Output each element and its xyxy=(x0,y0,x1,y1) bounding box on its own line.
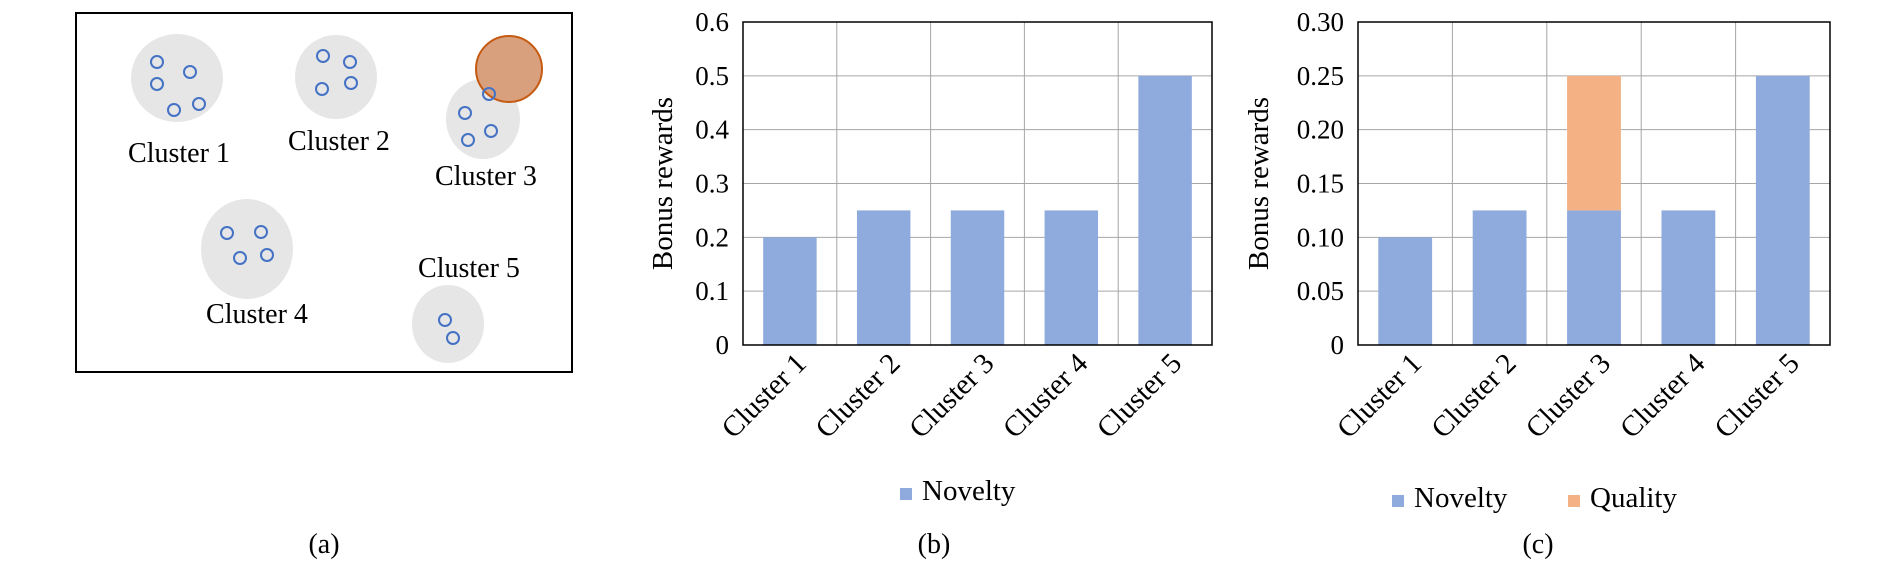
cluster-3-point xyxy=(482,87,496,101)
x-tick-label: Cluster 5 xyxy=(1709,347,1806,444)
cluster-5-point xyxy=(446,331,460,345)
cluster-1-point xyxy=(167,103,181,117)
cluster-1-point xyxy=(192,97,206,111)
cluster-2-point xyxy=(343,55,357,69)
y-tick-label: 0.15 xyxy=(1297,169,1344,199)
legend-label-quality: Quality xyxy=(1590,482,1677,514)
bar-novelty-1 xyxy=(763,237,817,345)
cluster-2-point xyxy=(316,49,330,63)
cluster-3-point xyxy=(461,133,475,147)
x-tick-label: Cluster 2 xyxy=(809,347,906,444)
bar-novelty-3 xyxy=(950,210,1005,345)
cluster-4-label: Cluster 4 xyxy=(206,299,308,330)
bar-quality-3 xyxy=(1567,75,1621,211)
cluster-diagram: Cluster 1 Cluster 2 Cluster 3 Cluster 4 … xyxy=(75,12,573,560)
plot-frame xyxy=(1357,21,1831,346)
cluster-4-point xyxy=(254,225,268,239)
bar-novelty-2 xyxy=(1472,210,1527,345)
cluster-4-point xyxy=(260,248,274,262)
panel-caption: (b) xyxy=(918,529,951,560)
cluster-3-point xyxy=(458,106,472,120)
panel-a-caption: (a) xyxy=(308,529,339,560)
x-tick-label: Cluster 4 xyxy=(1614,347,1712,445)
cluster-3-label: Cluster 3 xyxy=(435,161,537,192)
cluster-4-point xyxy=(220,226,234,240)
y-tick-label: 0.6 xyxy=(695,7,729,37)
plot-frame xyxy=(742,21,1213,346)
cluster-2-blob xyxy=(295,35,377,119)
cluster-3-point xyxy=(484,124,498,138)
legend-label-novelty: Novelty xyxy=(1414,482,1508,514)
legend-swatch-novelty xyxy=(900,488,912,500)
legend-label-novelty: Novelty xyxy=(922,475,1016,507)
y-tick-label: 0.10 xyxy=(1297,222,1344,252)
y-tick-label: 0.3 xyxy=(695,169,729,199)
x-tick-label: Cluster 3 xyxy=(1520,347,1617,444)
diagram-frame xyxy=(75,12,573,373)
y-axis-title: Bonus rewards xyxy=(1243,97,1275,270)
cluster-2-point xyxy=(315,82,329,96)
y-tick-label: 0.1 xyxy=(695,276,729,306)
x-tick-label: Cluster 4 xyxy=(997,347,1095,445)
bar-novelty-4 xyxy=(1661,210,1716,345)
y-tick-label: 0.2 xyxy=(695,222,729,252)
cluster-5-point xyxy=(438,313,452,327)
highlight-marker xyxy=(475,35,543,103)
cluster-5-blob xyxy=(412,285,484,363)
cluster-1-point xyxy=(150,77,164,91)
cluster-1-label: Cluster 1 xyxy=(128,138,230,169)
bar-novelty-5 xyxy=(1755,75,1810,345)
y-tick-label: 0.30 xyxy=(1297,7,1344,37)
cluster-4-blob xyxy=(201,199,293,299)
panel-caption: (c) xyxy=(1522,529,1553,560)
y-tick-label: 0 xyxy=(716,330,730,360)
cluster-1-point xyxy=(183,65,197,79)
cluster-2-point xyxy=(344,76,358,90)
y-tick-label: 0.25 xyxy=(1297,61,1344,91)
x-tick-label: Cluster 2 xyxy=(1425,347,1522,444)
x-tick-label: Cluster 3 xyxy=(903,347,1000,444)
y-tick-label: 0 xyxy=(1331,330,1345,360)
cluster-4-point xyxy=(233,251,247,265)
cluster-5-label: Cluster 5 xyxy=(418,253,520,284)
cluster-1-point xyxy=(150,55,164,69)
bar-novelty-5 xyxy=(1138,75,1192,345)
y-tick-label: 0.20 xyxy=(1297,115,1344,145)
bar-novelty-1 xyxy=(1378,237,1433,345)
x-tick-label: Cluster 1 xyxy=(716,347,813,444)
x-tick-label: Cluster 5 xyxy=(1091,347,1188,444)
bar-novelty-2 xyxy=(856,210,911,345)
y-tick-label: 0.05 xyxy=(1297,276,1344,306)
bar-novelty-3 xyxy=(1567,210,1621,345)
y-axis-title: Bonus rewards xyxy=(647,97,679,270)
legend-swatch-novelty xyxy=(1392,495,1404,507)
cluster-1-blob xyxy=(131,34,223,122)
chart-b: 0 0.1 0.2 0.3 0.4 0.5 0.6 Bonus rewards Cluster … xyxy=(647,7,1213,560)
bar-novelty-4 xyxy=(1044,210,1099,345)
legend-swatch-quality xyxy=(1568,495,1580,507)
y-tick-label: 0.5 xyxy=(695,61,729,91)
chart-c: 0 0.05 0.10 0.15 0.20 0.25 0.30 Bonus rewards Cl… xyxy=(1243,7,1831,560)
cluster-2-label: Cluster 2 xyxy=(288,126,390,157)
x-tick-label: Cluster 1 xyxy=(1331,347,1428,444)
y-tick-label: 0.4 xyxy=(695,115,729,145)
